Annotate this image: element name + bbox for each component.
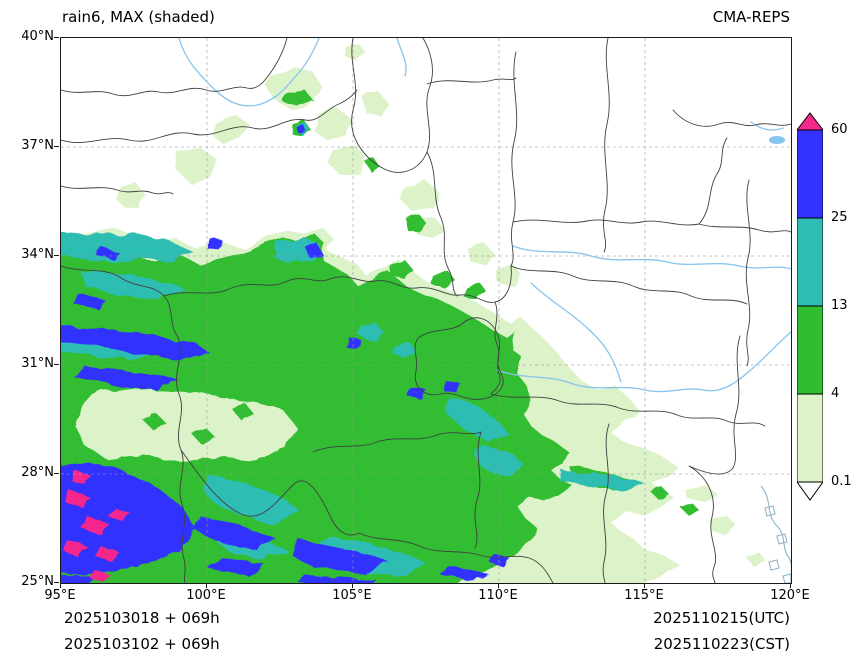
y-tick-mark [54,473,59,474]
init-time-utc: 2025103018 + 069h [64,609,220,627]
x-tick-mark [60,583,61,588]
x-tick-label: 95°E [44,588,76,603]
province-borders [61,38,791,583]
y-tick-label: 37°N [21,138,54,153]
x-tick-label: 120°E [770,588,810,603]
y-tick-label: 34°N [21,247,54,262]
x-tick-mark [498,583,499,588]
coastline [760,485,791,583]
y-tick-label: 31°N [21,356,54,371]
colorbar-under-arrow [797,482,823,500]
valid-time-utc: 2025110215(UTC) [653,609,790,627]
colorbar-label: 0.1 [831,474,852,489]
colorbar: 60 25 13 4 0.1 [796,112,859,502]
y-tick-label: 28°N [21,465,54,480]
y-tick-label: 25°N [21,574,54,589]
model-name-label: CMA-REPS [712,8,790,26]
y-tick-mark [54,255,59,256]
colorbar-seg-25-60 [797,130,823,218]
init-time-cst: 2025103102 + 069h [64,635,220,653]
x-tick-mark [790,583,791,588]
map-canvas [61,38,791,583]
precip-intense-layer [61,126,509,583]
y-tick-mark [54,582,59,583]
river-lines [178,38,791,393]
map-plot-area [60,37,792,584]
colorbar-label: 13 [831,298,848,313]
colorbar-seg-4-13 [797,306,823,394]
colorbar-outline [796,112,824,501]
page-title: rain6, MAX (shaded) [62,8,215,26]
y-tick-mark [54,146,59,147]
colorbar-swatches [796,112,824,501]
valid-time-cst: 2025110223(CST) [653,635,790,653]
x-tick-label: 105°E [332,588,372,603]
colorbar-over-arrow [797,113,823,130]
precip-moderate-layer [61,236,573,583]
colorbar-label: 60 [831,122,848,137]
y-tick-mark [54,364,59,365]
colorbar-seg-13-25 [797,218,823,306]
x-tick-mark [206,583,207,588]
grid-lines [61,38,791,583]
y-tick-mark [54,37,59,38]
precip-extreme-layer [63,470,131,581]
colorbar-seg-0.1-4 [797,394,823,482]
x-tick-label: 100°E [186,588,226,603]
x-tick-mark [352,583,353,588]
x-tick-mark [644,583,645,588]
y-tick-label: 40°N [21,29,54,44]
x-tick-label: 115°E [624,588,664,603]
x-tick-label: 110°E [478,588,518,603]
colorbar-label: 4 [831,386,840,401]
colorbar-label: 25 [831,210,848,225]
